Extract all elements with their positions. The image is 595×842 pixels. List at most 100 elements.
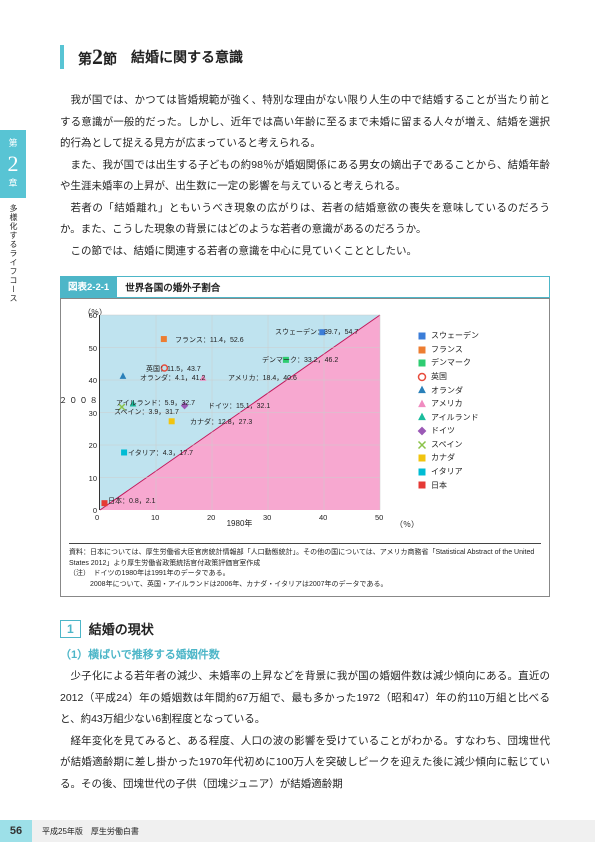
legend-marker	[417, 372, 427, 382]
paragraph: 少子化による若年者の減少、未婚率の上昇などを背景に我が国の婚姻件数は減少傾向にあ…	[60, 666, 550, 731]
x-tick: 30	[263, 513, 271, 522]
x-tick: 50	[375, 513, 383, 522]
y-tick: 40	[85, 376, 97, 385]
legend-label: 日本	[431, 479, 447, 493]
x-tick: 0	[95, 513, 99, 522]
legend-item: フランス	[417, 343, 479, 357]
data-point-label: 日本：0.8，2.1	[108, 496, 155, 506]
legend-item: アイルランド	[417, 411, 479, 425]
paragraph: 経年変化を見てみると、ある程度、人口の波の影響を受けていることがわかる。すなわち…	[60, 731, 550, 796]
figure-notes: 資料：日本については、厚生労働省大臣官房統計情報部「人口動態統計」。その他の国に…	[69, 543, 541, 590]
chapter-suffix: 章	[8, 178, 17, 188]
legend-item: スペイン	[417, 438, 479, 452]
chapter-badge: 第 2 章	[0, 130, 26, 198]
x-tick: 40	[319, 513, 327, 522]
legend-label: 英国	[431, 370, 447, 384]
legend-label: アメリカ	[431, 397, 463, 411]
note-line: 資料：日本については、厚生労働省大臣官房統計情報部「人口動態統計」。その他の国に…	[69, 548, 541, 569]
data-point	[101, 500, 107, 506]
legend-label: スウェーデン	[431, 329, 479, 343]
legend-item: イタリア	[417, 465, 479, 479]
legend-marker	[417, 345, 427, 355]
data-point-label: イタリア：4.3，17.7	[128, 448, 193, 458]
legend: スウェーデンフランスデンマーク英国オランダアメリカアイルランドドイツスペインカナ…	[417, 307, 479, 537]
legend-marker	[417, 358, 427, 368]
section-header: 第2節 結婚に関する意識	[60, 40, 550, 74]
data-point-label: カナダ：12.8，27.3	[190, 417, 252, 427]
plot-area: 1980年 スウェーデン：39.7，54.7フランス：11.4，52.6デンマー…	[99, 315, 379, 510]
legend-item: オランダ	[417, 384, 479, 398]
legend-marker	[417, 467, 427, 477]
note-line: 2008年について、英国・アイルランドは2006年、カナダ・イタリアは2007年…	[69, 580, 541, 591]
y-tick: 20	[85, 441, 97, 450]
legend-item: アメリカ	[417, 397, 479, 411]
data-point-label: デンマーク：33.2，46.2	[262, 355, 338, 365]
legend-label: イタリア	[431, 465, 463, 479]
legend-marker	[417, 480, 427, 490]
section-number: 第2節	[78, 44, 117, 70]
data-point-label: フランス：11.4，52.6	[175, 335, 244, 345]
legend-item: 日本	[417, 479, 479, 493]
body-text-1: 我が国では、かつては皆婚規範が強く、特別な理由がない限り人生の中で結婚することが…	[60, 90, 550, 262]
data-point-label: アメリカ：18.4，40.6	[228, 373, 297, 383]
data-point	[161, 336, 167, 342]
x-axis-title: 1980年	[227, 518, 253, 529]
chapter-subtitle: 多様化するライフコース	[0, 198, 27, 309]
legend-item: カナダ	[417, 451, 479, 465]
data-point-label: スウェーデン：39.7，54.7	[275, 327, 358, 337]
x-tick: 20	[207, 513, 215, 522]
legend-marker	[417, 426, 427, 436]
data-point	[121, 450, 127, 456]
figure-box: （％） ２ ０ ０ ８ 年 1980年 スウェーデン：39.7，54.7フランス…	[60, 298, 550, 597]
legend-label: フランス	[431, 343, 463, 357]
chapter-number: 2	[2, 150, 24, 179]
legend-item: スウェーデン	[417, 329, 479, 343]
legend-marker	[417, 399, 427, 409]
legend-label: カナダ	[431, 451, 455, 465]
paragraph: また、我が国では出生する子どもの約98％が婚姻関係にある男女の嫡出子であることか…	[60, 155, 550, 198]
paragraph: 若者の「結婚離れ」ともいうべき現象の広がりは、若者の結婚意欲の喪失を意味している…	[60, 198, 550, 241]
data-point-label: スペイン：3.9，31.7	[114, 407, 179, 417]
y-tick: 10	[85, 474, 97, 483]
data-point-label: ドイツ：15.1，32.1	[208, 401, 270, 411]
body-text-2: 少子化による若年者の減少、未婚率の上昇などを背景に我が国の婚姻件数は減少傾向にあ…	[60, 666, 550, 795]
legend-item: 英国	[417, 370, 479, 384]
legend-label: デンマーク	[431, 356, 471, 370]
figure-title-bar: 図表2-2-1 世界各国の婚外子割合	[60, 276, 550, 298]
page-number: 56	[0, 825, 32, 837]
legend-item: ドイツ	[417, 424, 479, 438]
legend-marker	[417, 331, 427, 341]
sidebar-tab: 第 2 章 多様化するライフコース	[0, 130, 26, 309]
page-content: 第2節 結婚に関する意識 我が国では、かつては皆婚規範が強く、特別な理由がない限…	[0, 0, 595, 825]
x-unit: （％）	[395, 519, 419, 530]
figure-number: 図表2-2-1	[60, 276, 117, 298]
chapter-prefix: 第	[8, 138, 17, 148]
legend-label: ドイツ	[431, 424, 455, 438]
section-title: 結婚に関する意識	[131, 47, 243, 67]
data-point-label: オランダ：4.1，41.2	[140, 373, 205, 383]
y-tick: 50	[85, 344, 97, 353]
legend-marker	[417, 453, 427, 463]
legend-label: オランダ	[431, 384, 463, 398]
legend-label: アイルランド	[431, 411, 479, 425]
x-tick: 10	[151, 513, 159, 522]
data-point	[169, 418, 175, 424]
section-bar	[60, 45, 64, 69]
legend-marker	[417, 412, 427, 422]
scatter-chart: （％） ２ ０ ０ ８ 年 1980年 スウェーデン：39.7，54.7フランス…	[69, 307, 409, 537]
figure-title: 世界各国の婚外子割合	[117, 276, 550, 298]
footer-text: 平成25年版 厚生労働白書	[32, 826, 139, 837]
subsection-title: 結婚の現状	[89, 619, 154, 638]
legend-item: デンマーク	[417, 356, 479, 370]
y-tick: 30	[85, 409, 97, 418]
legend-label: スペイン	[431, 438, 462, 452]
paragraph: 我が国では、かつては皆婚規範が強く、特別な理由がない限り人生の中で結婚することが…	[60, 90, 550, 155]
legend-marker	[417, 440, 427, 450]
note-line: （注） ドイツの1980年は1991年のデータである。	[69, 569, 541, 580]
subsection-h2: （1）横ばいで推移する婚姻件数	[60, 646, 550, 662]
page-footer: 56 平成25年版 厚生労働白書	[0, 820, 595, 842]
subsection-number: 1	[60, 620, 81, 638]
legend-marker	[417, 385, 427, 395]
y-tick: 60	[85, 311, 97, 320]
paragraph: この節では、結婚に関連する若者の意識を中心に見ていくこととしたい。	[60, 241, 550, 263]
